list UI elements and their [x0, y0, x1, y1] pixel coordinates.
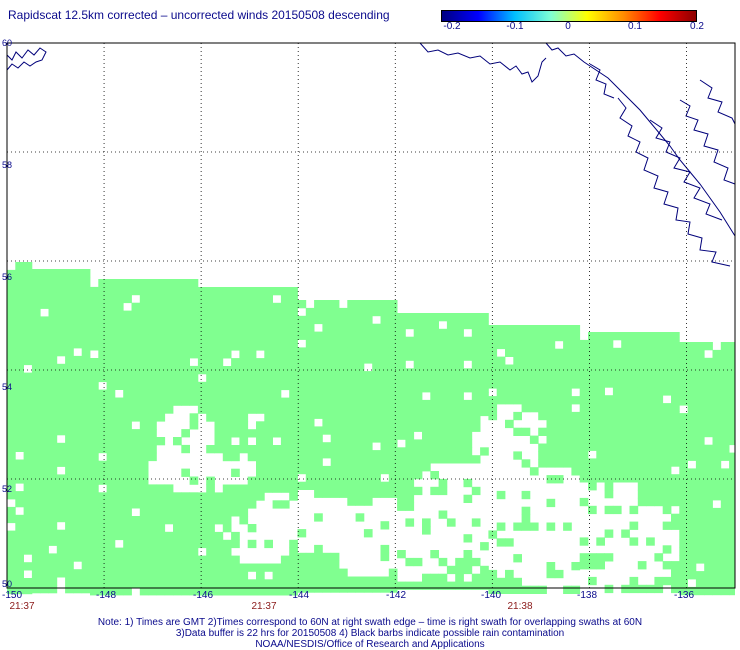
- colorbar: [441, 10, 697, 22]
- colorbar-label-neg-tenth: -0.1: [506, 21, 524, 32]
- swath-time-middle: 21:37: [251, 601, 277, 612]
- coastline: [6, 42, 736, 267]
- lon-label-146w: -146: [192, 590, 214, 601]
- swath-time-left: 21:37: [9, 601, 35, 612]
- note-line-3: NOAA/NESDIS/Office of Research and Appli…: [255, 639, 485, 650]
- colorbar-label-max: 0.2: [690, 21, 704, 32]
- lat-label-52: 52: [2, 484, 13, 494]
- lat-lon-grid: [7, 43, 735, 588]
- lat-label-58: 58: [2, 160, 13, 170]
- lon-label-136w: -136: [673, 590, 695, 601]
- lon-label-138w: -138: [576, 590, 598, 601]
- lon-label-144w: -144: [288, 590, 310, 601]
- note-line-2: 3)Data buffer is 22 hrs for 20150508 4) …: [175, 628, 565, 639]
- map-title: Rapidscat 12.5km corrected – uncorrected…: [8, 8, 390, 22]
- lon-label-148w: -148: [95, 590, 117, 601]
- colorbar-label-tenth: 0.1: [628, 21, 642, 32]
- lat-label-60: 60: [2, 38, 13, 48]
- note-line-1: Note: 1) Times are GMT 2)Times correspon…: [97, 617, 643, 628]
- colorbar-label-zero: 0: [565, 21, 571, 32]
- map-frame: [6, 42, 736, 589]
- colorbar-label-min: -0.2: [443, 21, 461, 32]
- lat-label-56: 56: [2, 272, 13, 282]
- lon-label-150w: -150: [1, 590, 23, 601]
- wind-swath: [7, 262, 735, 596]
- swath-time-right: 21:38: [507, 601, 533, 612]
- lat-label-54: 54: [2, 382, 13, 392]
- lon-label-142w: -142: [385, 590, 407, 601]
- lon-label-140w: -140: [480, 590, 502, 601]
- lat-label-50: 50: [2, 579, 13, 589]
